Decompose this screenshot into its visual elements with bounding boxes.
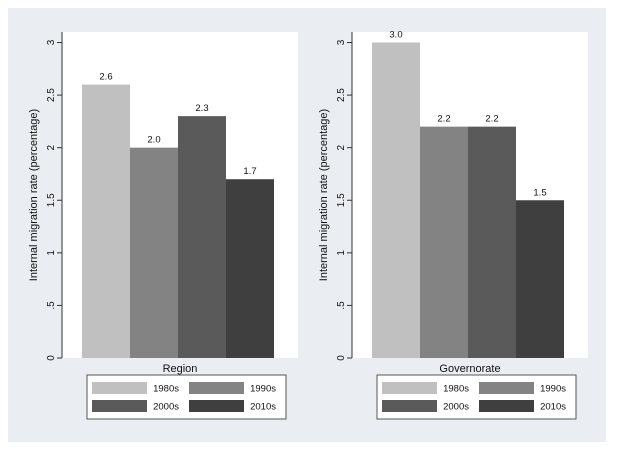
bar-value-label: 1.7 bbox=[243, 166, 256, 177]
x-axis-label: Region bbox=[163, 363, 198, 375]
legend-label: 2010s bbox=[540, 402, 566, 413]
legend-swatch-2000s bbox=[92, 400, 147, 412]
bar-value-label: 2.2 bbox=[485, 114, 498, 125]
bar-1980s bbox=[372, 42, 420, 359]
bar-2000s bbox=[178, 116, 226, 359]
legend-swatch-1980s bbox=[382, 382, 437, 394]
bar-1990s bbox=[420, 126, 468, 358]
legend-label: 2000s bbox=[443, 402, 469, 413]
legend-swatch-1980s bbox=[92, 382, 147, 394]
chart-panel-1: 0 .5 1 1.5 2 2.5 3 Internal migration rate (per… bbox=[28, 32, 298, 420]
bar-value-label: 2.2 bbox=[437, 114, 450, 125]
legend-swatch-2010s bbox=[189, 400, 244, 412]
bar-1990s bbox=[130, 147, 178, 358]
legend-swatch-1990s bbox=[189, 382, 244, 394]
y-tick-label: 0 bbox=[46, 355, 57, 361]
y-tick-label: 1 bbox=[46, 250, 57, 256]
y-tick-label: 1 bbox=[336, 250, 347, 256]
legend-label: 2010s bbox=[250, 402, 276, 413]
bar-1980s bbox=[82, 84, 130, 359]
bar-2000s bbox=[468, 126, 516, 358]
legend-label: 1990s bbox=[250, 384, 276, 395]
y-tick-label: 3 bbox=[46, 39, 57, 45]
y-tick-label: 2 bbox=[46, 144, 57, 150]
x-axis-label: Governorate bbox=[439, 363, 500, 375]
legend-label: 1980s bbox=[443, 384, 469, 395]
y-tick-label: 2.5 bbox=[46, 88, 57, 102]
bar-2010s bbox=[226, 179, 274, 358]
legend-label: 1980s bbox=[153, 384, 179, 395]
y-axis-label: Internal migration rate (percentage) bbox=[28, 109, 40, 281]
y-axis-label: Internal migration rate (percentage) bbox=[318, 109, 330, 281]
legend-label: 2000s bbox=[153, 402, 179, 413]
legend-swatch-1990s bbox=[479, 382, 534, 394]
y-tick-label: 0 bbox=[336, 355, 347, 361]
bar-value-label: 1.5 bbox=[533, 187, 546, 198]
y-tick-label: 1.5 bbox=[46, 193, 57, 207]
legend-label: 1990s bbox=[540, 384, 566, 395]
y-tick-label: 2.5 bbox=[336, 88, 347, 102]
chart-panel-2: 0 .5 1 1.5 2 2.5 3 Internal migration rate (per… bbox=[318, 30, 588, 420]
y-tick-label: 3 bbox=[336, 39, 347, 45]
y-tick-label: 1.5 bbox=[336, 193, 347, 207]
y-tick-label: .5 bbox=[46, 301, 57, 310]
legend-swatch-2010s bbox=[479, 400, 534, 412]
legend-swatch-2000s bbox=[382, 400, 437, 412]
bar-2010s bbox=[516, 200, 564, 358]
bar-value-label: 2.6 bbox=[99, 72, 112, 83]
y-tick-label: .5 bbox=[336, 301, 347, 310]
bar-value-label: 2.0 bbox=[147, 135, 160, 146]
bar-value-label: 2.3 bbox=[195, 103, 208, 114]
bar-value-label: 3.0 bbox=[389, 30, 402, 41]
y-tick-label: 2 bbox=[336, 144, 347, 150]
